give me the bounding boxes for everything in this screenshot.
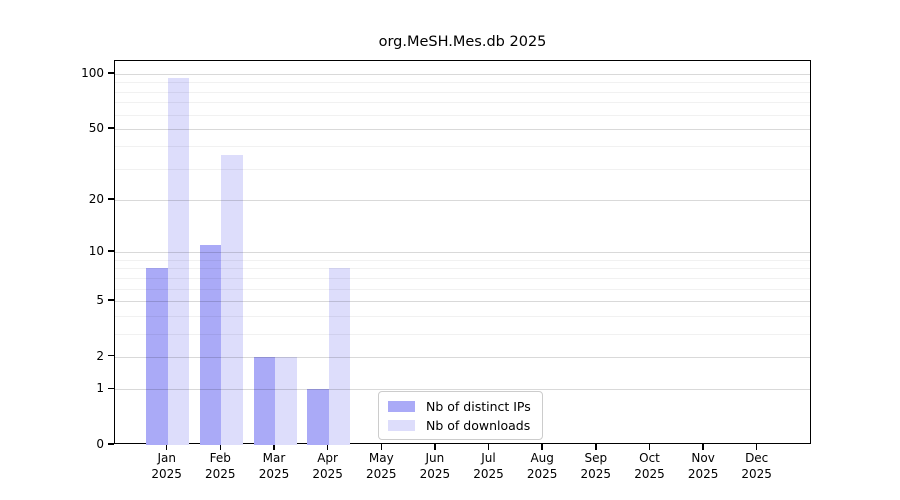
x-tick-mark	[380, 444, 383, 450]
x-tick-label-aug: Aug 2025	[526, 451, 558, 481]
x-tick-label-jun: Jun 2025	[419, 451, 451, 481]
plot-area	[114, 60, 811, 445]
bar-nb-of-distinct-ips-apr	[307, 389, 329, 445]
gridline-minor	[115, 102, 810, 104]
y-tick-label: 50	[88, 120, 104, 135]
y-tick-mark	[108, 354, 114, 357]
x-tick-mark	[219, 444, 222, 450]
gridline-minor	[115, 146, 810, 148]
bars-layer	[115, 61, 810, 445]
y-tick-label: 10	[88, 244, 104, 259]
x-tick-mark	[434, 444, 436, 450]
gridline-minor	[115, 277, 810, 279]
gridline-major	[115, 200, 810, 202]
y-tick-mark	[108, 127, 114, 129]
gridline-major	[115, 356, 810, 358]
bar-nb-of-downloads-mar	[275, 356, 297, 445]
gridline-minor	[115, 288, 810, 290]
y-tick-mark	[108, 299, 114, 301]
bar-nb-of-distinct-ips-mar	[253, 356, 275, 445]
y-tick-label: 2	[96, 348, 104, 363]
legend-swatch-distinct-ips	[388, 400, 415, 412]
chart-title: org.MeSH.Mes.db 2025	[378, 34, 547, 50]
x-tick-mark	[755, 444, 758, 450]
y-tick-mark	[108, 387, 114, 390]
legend-label-distinct-ips: Nb of distinct IPs	[426, 398, 531, 414]
x-tick-label-mar: Mar 2025	[258, 451, 290, 481]
x-tick-label-jan: Jan 2025	[151, 451, 182, 481]
gridline-minor	[115, 268, 810, 270]
x-tick-label-feb: Feb 2025	[205, 451, 236, 481]
x-tick-mark	[595, 444, 597, 450]
x-tick-mark	[541, 444, 543, 450]
legend-entry-downloads: Nb of downloads	[388, 416, 531, 434]
x-tick-label-jul: Jul 2025	[473, 451, 504, 481]
y-tick-mark	[108, 443, 114, 445]
y-tick-label: 100	[81, 65, 104, 80]
gridline-minor	[115, 168, 810, 170]
bar-nb-of-distinct-ips-jan	[146, 268, 168, 445]
gridline-major	[115, 252, 810, 254]
legend-swatch-downloads	[388, 419, 415, 431]
legend: Nb of distinct IPs Nb of downloads	[378, 391, 543, 440]
gridline-major	[115, 128, 810, 130]
x-tick-label-oct: Oct 2025	[634, 451, 665, 481]
gridline-minor	[115, 259, 810, 261]
gridline-minor	[115, 82, 810, 84]
y-tick-mark	[108, 198, 114, 200]
bar-nb-of-distinct-ips-feb	[199, 245, 222, 445]
gridline-major	[115, 300, 810, 302]
x-tick-mark	[702, 444, 704, 450]
gridline-minor	[115, 114, 810, 116]
gridline-major	[115, 389, 810, 391]
x-tick-label-sep: Sep 2025	[580, 451, 612, 481]
x-tick-label-nov: Nov 2025	[687, 451, 719, 481]
x-tick-mark	[273, 444, 275, 450]
y-tick-label: 5	[96, 292, 104, 307]
legend-entry-distinct-ips: Nb of distinct IPs	[388, 397, 531, 415]
x-tick-mark	[648, 444, 651, 450]
y-tick-label: 1	[96, 381, 104, 396]
x-tick-mark	[326, 444, 329, 450]
y-tick-label: 0	[96, 437, 104, 451]
y-tick-mark	[108, 250, 114, 252]
gridline-minor	[115, 91, 810, 93]
gridline-major	[115, 73, 810, 75]
x-tick-mark	[487, 444, 490, 450]
bar-nb-of-downloads-apr	[328, 268, 351, 445]
bar-nb-of-downloads-feb	[221, 154, 243, 445]
legend-label-downloads: Nb of downloads	[426, 417, 531, 433]
bar-nb-of-downloads-jan	[167, 78, 190, 445]
y-tick-mark	[108, 72, 114, 74]
x-tick-label-may: May 2025	[366, 451, 397, 481]
gridline-minor	[115, 315, 810, 317]
gridlines-layer	[115, 61, 810, 443]
x-tick-label-dec: Dec 2025	[741, 451, 772, 481]
gridline-minor	[115, 333, 810, 335]
x-tick-mark	[165, 444, 168, 450]
y-tick-label: 20	[88, 192, 104, 207]
x-tick-label-apr: Apr 2025	[312, 451, 343, 481]
